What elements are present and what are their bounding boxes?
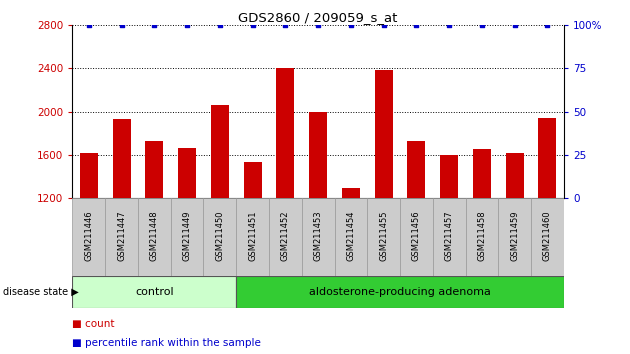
Bar xyxy=(203,198,236,276)
Bar xyxy=(473,149,491,198)
Bar xyxy=(138,198,171,276)
Point xyxy=(510,22,520,28)
Bar xyxy=(375,70,392,198)
Bar xyxy=(105,198,138,276)
Text: GSM211447: GSM211447 xyxy=(117,210,126,261)
Bar xyxy=(506,153,524,198)
Bar xyxy=(72,276,236,308)
Point xyxy=(542,22,553,28)
Point xyxy=(117,22,127,28)
Point xyxy=(444,22,454,28)
Bar xyxy=(498,198,531,276)
Bar xyxy=(309,112,327,198)
Bar xyxy=(335,198,367,276)
Text: ■ count: ■ count xyxy=(72,319,115,329)
Text: GSM211446: GSM211446 xyxy=(84,210,93,261)
Bar xyxy=(113,119,130,198)
Text: GSM211459: GSM211459 xyxy=(510,210,519,261)
Text: GSM211448: GSM211448 xyxy=(150,210,159,261)
Text: aldosterone-producing adenoma: aldosterone-producing adenoma xyxy=(309,287,491,297)
Bar xyxy=(342,188,360,198)
Bar xyxy=(244,162,261,198)
Bar xyxy=(269,198,302,276)
Title: GDS2860 / 209059_s_at: GDS2860 / 209059_s_at xyxy=(239,11,398,24)
Text: control: control xyxy=(135,287,174,297)
Bar xyxy=(302,198,335,276)
Text: GSM211453: GSM211453 xyxy=(314,210,323,261)
Text: GSM211450: GSM211450 xyxy=(215,210,224,261)
Text: GSM211456: GSM211456 xyxy=(412,210,421,261)
Point xyxy=(84,22,94,28)
Bar xyxy=(531,198,564,276)
Text: GSM211451: GSM211451 xyxy=(248,210,257,261)
Text: GSM211455: GSM211455 xyxy=(379,210,388,261)
Text: GSM211452: GSM211452 xyxy=(281,210,290,261)
Bar xyxy=(236,198,269,276)
Point xyxy=(477,22,487,28)
Bar xyxy=(466,198,498,276)
Text: GSM211454: GSM211454 xyxy=(346,210,355,261)
Point xyxy=(346,22,356,28)
Bar xyxy=(367,198,400,276)
Bar xyxy=(178,148,196,198)
Text: disease state ▶: disease state ▶ xyxy=(3,287,79,297)
Point xyxy=(313,22,323,28)
Bar xyxy=(80,153,98,198)
Text: GSM211449: GSM211449 xyxy=(183,210,192,261)
Bar xyxy=(408,141,425,198)
Point xyxy=(280,22,290,28)
Bar xyxy=(440,155,458,198)
Point xyxy=(182,22,192,28)
Bar xyxy=(433,198,466,276)
Bar xyxy=(277,68,294,198)
Bar xyxy=(236,276,564,308)
Bar xyxy=(400,198,433,276)
Text: ■ percentile rank within the sample: ■ percentile rank within the sample xyxy=(72,338,261,348)
Text: GSM211457: GSM211457 xyxy=(445,210,454,261)
Point xyxy=(379,22,389,28)
Point xyxy=(248,22,258,28)
Bar xyxy=(72,198,105,276)
Bar xyxy=(171,198,203,276)
Bar xyxy=(539,118,556,198)
Text: GSM211458: GSM211458 xyxy=(478,210,486,261)
Point xyxy=(215,22,225,28)
Point xyxy=(411,22,421,28)
Bar xyxy=(146,141,163,198)
Text: GSM211460: GSM211460 xyxy=(543,210,552,261)
Bar xyxy=(211,105,229,198)
Point xyxy=(149,22,159,28)
